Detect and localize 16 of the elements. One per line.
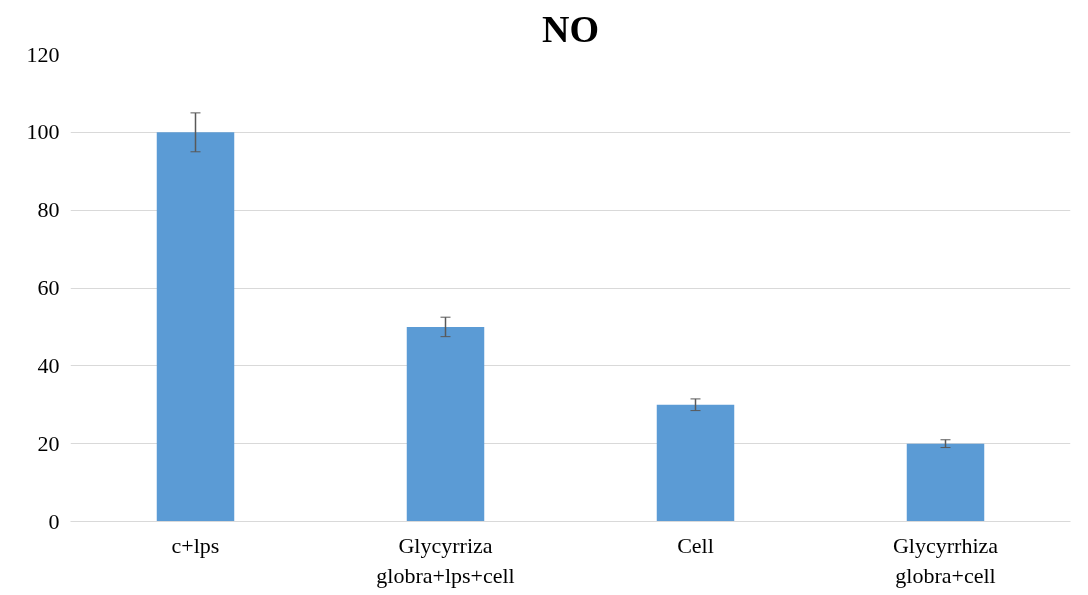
y-tick-label: 120 [26,41,60,67]
y-tick-label: 40 [37,352,60,378]
bar [406,326,485,522]
bar [156,132,235,522]
chart-title: NO [542,7,599,50]
y-tick-label: 60 [37,275,60,300]
y-tick-label: 100 [26,119,60,145]
y-tick-label: 80 [37,197,60,223]
x-tick-label: Glycyrrhiza globra+cell [892,532,999,588]
y-tick-label: 0 [48,508,60,534]
bar [906,443,985,522]
x-tick-label: c+lps [171,532,220,558]
x-tick-label: Glycyrriza globra+lps+cell [376,532,515,588]
bar [656,404,735,522]
x-tick-label: Cell [677,532,714,558]
y-tick-label: 20 [37,430,60,456]
